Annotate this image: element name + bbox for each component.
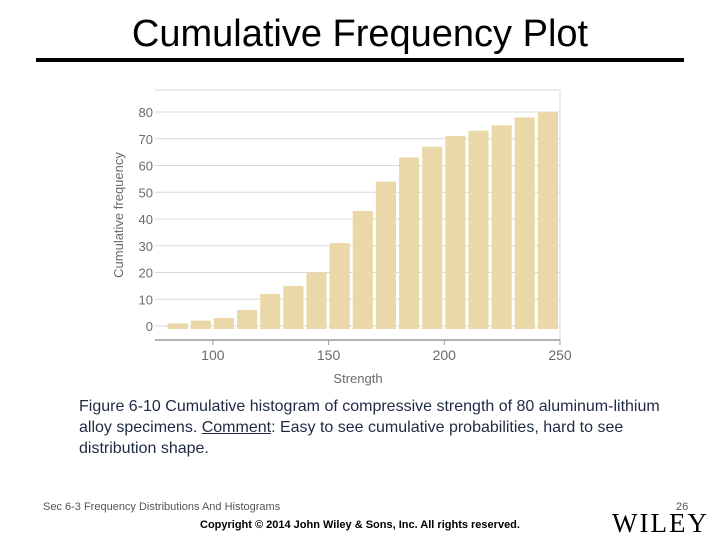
slide-title: Cumulative Frequency Plot xyxy=(131,13,589,55)
publisher-logo: WILEY xyxy=(612,508,709,538)
y-tick-label: 20 xyxy=(139,266,153,281)
histogram-bar xyxy=(190,320,211,329)
histogram-bar xyxy=(283,285,304,329)
histogram-bar xyxy=(329,243,350,329)
histogram-bar xyxy=(399,157,420,329)
y-tick-label: 70 xyxy=(139,132,153,147)
histogram-bar xyxy=(306,272,327,329)
y-axis-label: Cumulative frequency xyxy=(111,152,126,278)
chart-axes: 0 10 20 30 40 50 60 70 80 100 150 200 250 xyxy=(139,89,572,363)
caption-comment-text: : Easy to see cumulative probabilities, … xyxy=(79,419,624,457)
histogram-bar xyxy=(468,130,489,329)
footer-section: Sec 6-3 Frequency Distributions And Hist… xyxy=(43,501,281,513)
page-number: 26 xyxy=(676,501,689,513)
histogram-bar xyxy=(352,210,373,329)
y-tick-label: 10 xyxy=(139,292,153,307)
histogram-bar xyxy=(167,323,188,329)
copyright-notice: Copyright © 2014 John Wiley & Sons, Inc.… xyxy=(200,519,520,531)
y-tick-label: 40 xyxy=(139,212,153,227)
x-axis-label: Strength xyxy=(333,371,382,386)
histogram-bar xyxy=(537,112,558,329)
y-tick-label: 50 xyxy=(139,185,153,200)
x-tick-label: 250 xyxy=(548,347,572,363)
title-underline xyxy=(36,58,684,62)
histogram-bar xyxy=(514,117,535,329)
histogram-bar xyxy=(422,146,443,329)
y-tick-label: 60 xyxy=(139,159,153,174)
cumulative-histogram-chart: 0 10 20 30 40 50 60 70 80 100 150 200 250 Strength C… xyxy=(111,89,572,386)
x-tick-label: 200 xyxy=(433,347,457,363)
chart-bars xyxy=(167,112,558,329)
y-tick-label: 0 xyxy=(146,319,153,334)
histogram-bar xyxy=(375,181,396,329)
caption-comment-label: Comment xyxy=(201,419,272,436)
histogram-bar xyxy=(491,125,512,329)
caption-text: Figure 6-10 Cumulative histogram of comp… xyxy=(79,398,660,436)
histogram-bar xyxy=(260,293,281,329)
y-tick-label: 30 xyxy=(139,239,153,254)
histogram-bar xyxy=(213,317,234,329)
x-tick-label: 150 xyxy=(317,347,341,363)
histogram-bar xyxy=(237,309,258,329)
y-tick-label: 80 xyxy=(139,105,153,120)
figure-caption: Figure 6-10 Cumulative histogram of comp… xyxy=(79,396,679,459)
histogram-bar xyxy=(445,136,466,329)
x-tick-label: 100 xyxy=(201,347,225,363)
